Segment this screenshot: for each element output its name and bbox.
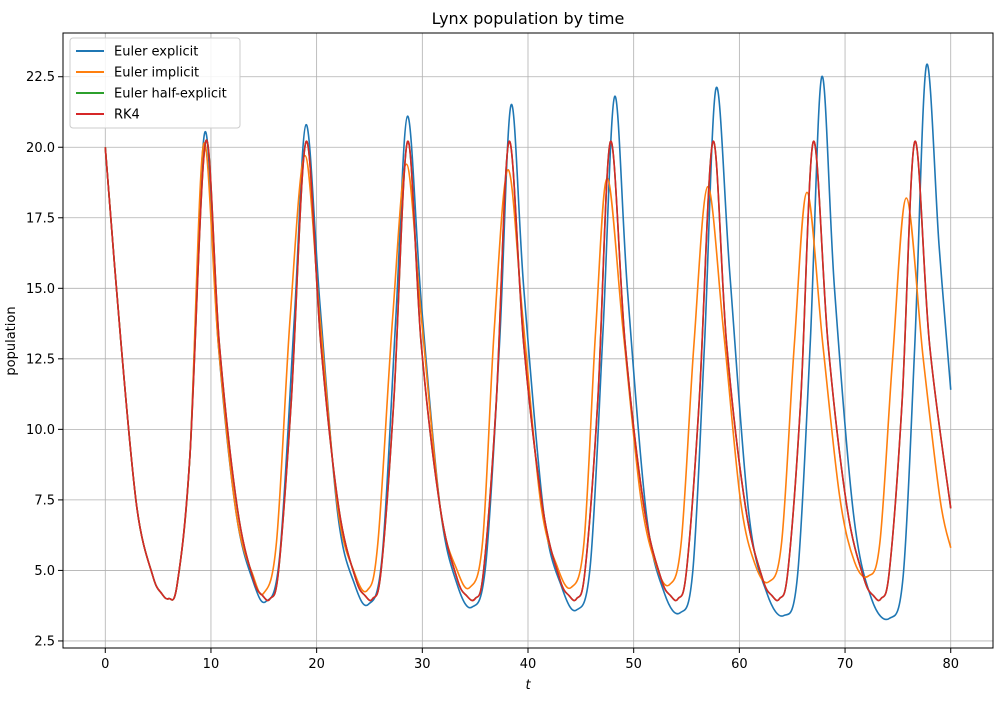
x-tick-label: 10 — [203, 657, 220, 672]
legend-box — [69, 37, 241, 129]
x-tick-label: 80 — [942, 657, 959, 672]
x-tick-label: 20 — [308, 657, 325, 672]
y-tick-label: 12.5 — [26, 352, 55, 367]
y-tick-label: 2.5 — [34, 634, 55, 649]
legend-label: RK4 — [114, 108, 140, 123]
y-tick-label: 5.0 — [34, 564, 55, 579]
x-tick-label: 30 — [414, 657, 431, 672]
gridlines — [63, 33, 993, 648]
x-tick-label: 70 — [837, 657, 854, 672]
legend-label: Euler explicit — [114, 45, 198, 60]
x-axis-label: t — [525, 678, 531, 693]
series-line-3 — [104, 139, 952, 602]
y-tick-label: 15.0 — [26, 282, 55, 297]
x-tick-label: 60 — [731, 657, 748, 672]
y-tick-label: 7.5 — [34, 493, 55, 508]
x-tick-label: 50 — [625, 657, 642, 672]
x-tick-label: 40 — [520, 657, 537, 672]
y-axis-label: population — [4, 306, 19, 375]
legend-label: Euler implicit — [114, 66, 199, 81]
y-axis-ticks: 2.5 5.0 7.5 10.0 12.5 15.0 17.5 20.0 22.5 — [26, 70, 63, 649]
y-tick-label: 10.0 — [26, 423, 55, 438]
y-tick-label: 20.0 — [26, 141, 55, 156]
series-group — [104, 63, 952, 621]
chart-title: Lynx population by time — [432, 9, 625, 28]
legend-label: Euler half-explicit — [114, 87, 227, 102]
x-tick-label: 0 — [101, 657, 109, 672]
legend: Euler explicit Euler implicit Euler half-e… — [69, 37, 241, 129]
y-tick-label: 17.5 — [26, 211, 55, 226]
y-tick-label: 22.5 — [26, 70, 55, 85]
x-axis-ticks: 0 10 20 30 40 50 60 70 80 — [101, 648, 959, 672]
